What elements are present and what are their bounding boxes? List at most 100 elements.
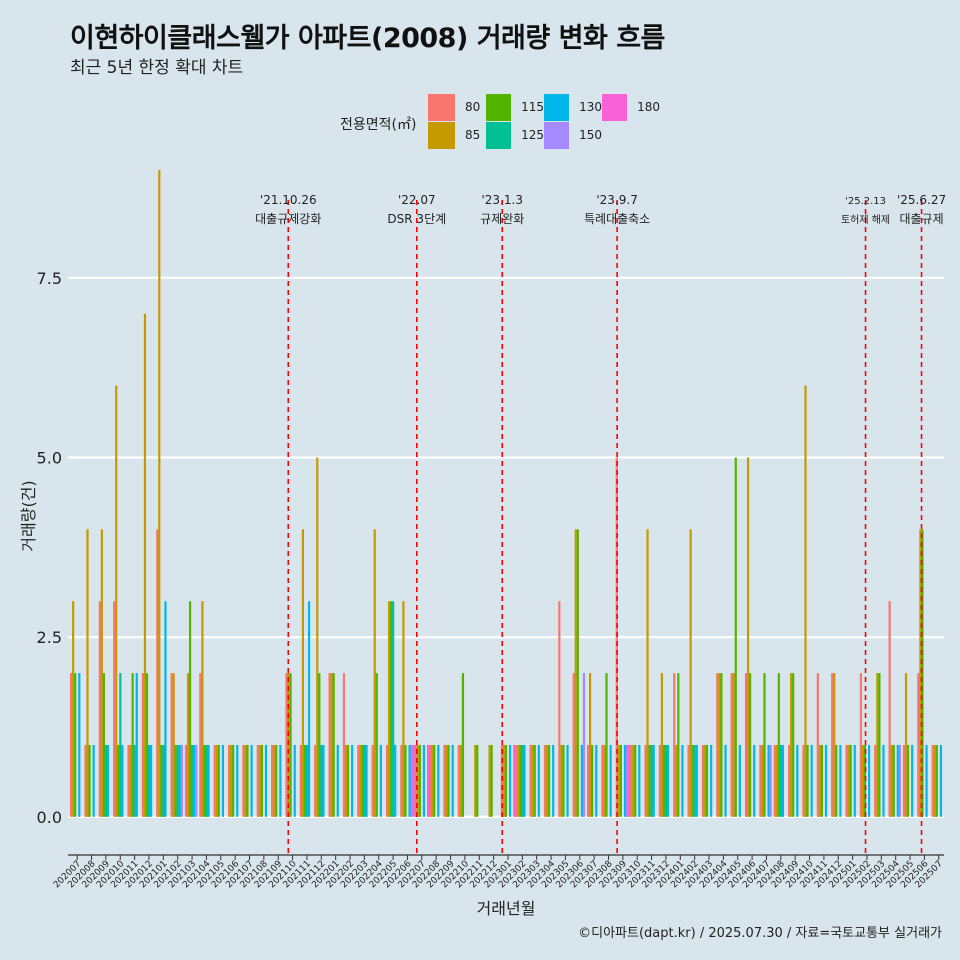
bar-85-202503	[876, 673, 879, 817]
bar-130-202401	[681, 744, 684, 817]
bar-80-202412	[831, 673, 834, 817]
bar-125-202009	[104, 744, 108, 817]
bar-85-202205	[387, 601, 391, 817]
bar-125-202103	[191, 744, 194, 817]
bar-85-202106	[230, 744, 233, 817]
bar-115-202507	[935, 744, 938, 817]
bar-130-202009	[106, 744, 110, 817]
bar-80-202401	[673, 673, 676, 817]
bar-85-202504	[890, 744, 893, 817]
bar-130-202307	[595, 744, 598, 817]
bar-85-202407	[761, 744, 764, 817]
bar-85-202310	[632, 744, 635, 817]
bar-80-202105	[213, 744, 216, 817]
bar-115-202312	[662, 744, 666, 817]
bar-115-202410	[806, 744, 809, 817]
bar-115-202105	[217, 744, 220, 817]
bar-80-202406	[744, 673, 748, 817]
bar-115-202101	[160, 744, 163, 817]
bar-130-202012	[150, 744, 153, 817]
bar-85-202402	[689, 529, 692, 817]
bar-130-202112	[322, 744, 325, 817]
bar-80-202504	[888, 601, 891, 817]
bar-85-202204	[373, 529, 376, 817]
event-date-label: '23.1.3	[482, 193, 523, 207]
event-name-label: 대출규제강화	[255, 212, 321, 226]
bar-80-202507	[931, 744, 934, 817]
bar-115-202212	[490, 744, 493, 817]
bar-85-202203	[359, 744, 362, 817]
bar-85-202403	[703, 744, 707, 817]
bar-85-202308	[603, 744, 606, 817]
bar-130-202103	[193, 744, 196, 817]
bar-130-202402	[695, 744, 698, 817]
bar-85-202412	[833, 673, 836, 817]
event-date-label: '21.10.26	[260, 193, 317, 207]
bar-150-202102	[180, 744, 183, 817]
bar-80-202410	[802, 744, 805, 817]
bar-115-202201	[332, 673, 335, 817]
chart-subtitle: 최근 5년 한정 확대 차트	[70, 58, 244, 78]
bar-115-202305	[562, 744, 565, 817]
bar-130-202403	[710, 744, 713, 817]
bar-80-202011	[127, 744, 130, 817]
bar-115-202402	[691, 744, 694, 817]
chart-title: 이현하이클래스웰가 아파트(2008) 거래량 변화 흐름	[70, 23, 665, 54]
bar-130-202305	[566, 744, 569, 817]
bar-115-202405	[734, 457, 737, 817]
bar-85-202501	[847, 744, 850, 817]
bar-80-202111	[299, 744, 302, 817]
bar-80-202308	[601, 744, 604, 817]
bar-115-202301	[504, 744, 508, 817]
bar-115-202306	[576, 529, 579, 817]
bar-115-202203	[361, 744, 364, 817]
bar-85-202312	[660, 673, 664, 817]
bar-80-202104	[199, 673, 202, 817]
bar-115-202103	[188, 601, 192, 817]
bar-115-202411	[820, 744, 824, 817]
bar-85-202408	[775, 744, 778, 817]
bar-80-202109	[271, 744, 274, 817]
bar-125-202312	[664, 744, 668, 817]
legend-key-80	[428, 93, 455, 121]
legend-label-115: 115	[521, 100, 544, 114]
bar-115-202308	[605, 673, 608, 817]
legend-key-150	[544, 121, 570, 149]
bar-85-202301	[502, 744, 506, 817]
bar-115-202102	[174, 744, 177, 817]
bar-80-202108	[256, 744, 259, 817]
bar-130-202105	[221, 744, 225, 817]
bars	[70, 170, 943, 817]
bar-80-202411	[816, 673, 819, 817]
bar-130-202507	[939, 744, 943, 817]
bar-130-202506	[925, 744, 928, 817]
bar-85-202212	[488, 744, 491, 817]
bar-85-202410	[804, 385, 807, 817]
bar-85-202505	[904, 673, 908, 817]
bar-125-202012	[147, 744, 151, 817]
event-date-label: '25.6.27	[897, 193, 946, 207]
bar-125-202205	[392, 601, 395, 817]
bar-150-202504	[898, 744, 901, 817]
bar-130-202309	[623, 744, 627, 817]
bar-130-202110	[293, 744, 296, 817]
bar-130-202102	[178, 744, 181, 817]
bar-115-202403	[705, 744, 709, 817]
bar-150-202407	[769, 744, 772, 817]
bar-115-202504	[892, 744, 895, 817]
bar-115-202412	[835, 744, 838, 817]
bar-80-202112	[314, 744, 317, 817]
bar-115-202010	[117, 744, 120, 817]
bar-150-202309	[625, 744, 629, 817]
bar-115-202311	[648, 744, 651, 817]
bar-130-202107	[250, 744, 253, 817]
event-name-label: 토허제 해제	[841, 213, 890, 226]
bar-115-202208	[433, 744, 436, 817]
bar-80-202201	[328, 673, 331, 817]
bar-80-202302	[515, 744, 518, 817]
bar-85-202109	[273, 744, 276, 817]
legend-key-130	[544, 93, 570, 121]
bar-85-202008	[86, 529, 89, 817]
bar-80-202206	[400, 744, 403, 817]
bar-130-202206	[408, 744, 411, 817]
